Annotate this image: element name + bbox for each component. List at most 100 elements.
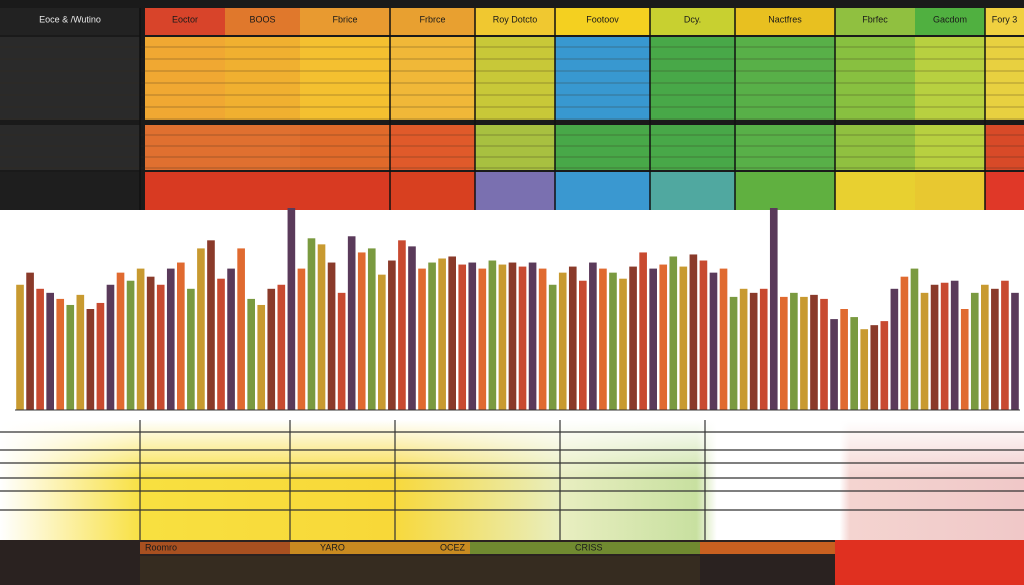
bar	[970, 292, 979, 410]
row-block	[985, 125, 1024, 170]
header-cell	[0, 8, 140, 35]
bar	[458, 264, 467, 410]
row-block	[145, 37, 225, 120]
header-cell	[835, 8, 915, 35]
footer-label: OCEZ	[440, 542, 466, 552]
bar	[840, 309, 848, 410]
bar	[26, 272, 34, 410]
bar	[699, 260, 708, 410]
row-block	[475, 125, 555, 170]
bar	[227, 268, 235, 410]
bar	[327, 262, 336, 410]
row-block	[555, 172, 650, 210]
column-header: Gacdom	[933, 14, 967, 24]
row-block	[225, 37, 300, 120]
row-block	[475, 172, 555, 210]
bar	[960, 309, 969, 410]
bar	[378, 274, 386, 410]
column-header: BOOS	[249, 14, 275, 24]
row-block	[915, 172, 985, 210]
footer-label: Roomro	[145, 542, 177, 552]
bar-chart	[15, 208, 1020, 411]
bar	[438, 258, 446, 410]
row-block	[735, 125, 835, 170]
row-block	[225, 172, 300, 210]
bar	[950, 280, 959, 410]
bar	[739, 288, 748, 410]
bar	[207, 240, 215, 410]
bar	[46, 292, 54, 410]
bar	[850, 317, 858, 410]
bar	[408, 246, 416, 410]
column-header: Frbrce	[419, 14, 445, 24]
bar	[247, 298, 255, 410]
bar	[16, 284, 24, 410]
bar	[910, 268, 919, 410]
row-block	[0, 125, 140, 170]
bar	[810, 294, 818, 410]
bar	[428, 262, 436, 410]
bar	[769, 208, 778, 410]
header-cell	[915, 8, 985, 35]
column-header: Fbrice	[332, 14, 357, 24]
bar	[659, 264, 668, 410]
bar	[367, 248, 376, 410]
bar	[930, 284, 939, 410]
column-header: Fory 3	[992, 14, 1018, 24]
row-block	[555, 37, 650, 120]
bar	[478, 268, 487, 410]
bar	[106, 284, 115, 410]
bar	[719, 268, 728, 410]
footer-label: CRISS	[575, 542, 603, 552]
bar	[337, 292, 346, 410]
row-block	[915, 125, 985, 170]
bar	[177, 262, 185, 410]
bar	[307, 238, 316, 410]
bar	[388, 260, 396, 410]
row-block	[650, 125, 735, 170]
row-block	[735, 37, 835, 120]
bar	[498, 264, 507, 410]
row-block	[915, 37, 985, 120]
row-block	[835, 172, 915, 210]
bar	[136, 268, 145, 410]
bar	[448, 256, 456, 410]
table-bands: Eoce & /Wutino Eoctor BOOS Fbrice Frbrce Roy …	[0, 8, 1024, 210]
bar	[880, 321, 889, 410]
row-block	[835, 125, 915, 170]
bar	[790, 292, 798, 410]
bar	[800, 296, 808, 410]
header-cell	[475, 8, 555, 35]
bar	[126, 280, 135, 410]
row-block	[0, 37, 140, 120]
bar	[558, 272, 567, 410]
column-header: Dcy.	[684, 14, 701, 24]
bar	[508, 262, 517, 410]
row-block	[300, 172, 390, 210]
bar	[619, 278, 627, 410]
column-header: Nactfres	[768, 14, 802, 24]
bar	[146, 276, 155, 410]
row-block	[145, 125, 225, 170]
bar	[287, 208, 296, 410]
bar	[166, 268, 175, 410]
row-block	[650, 172, 735, 210]
bar	[86, 309, 95, 410]
row-block	[985, 37, 1024, 120]
bar	[689, 254, 698, 410]
bar	[76, 294, 85, 410]
row-block	[0, 172, 140, 210]
column-header: Footoov	[586, 14, 619, 24]
row-block	[985, 172, 1024, 210]
bar	[709, 272, 718, 410]
bar	[1001, 280, 1009, 410]
bar	[237, 248, 245, 410]
bar	[599, 268, 607, 410]
bar	[317, 244, 326, 410]
row-block	[225, 125, 300, 170]
bar	[418, 268, 426, 410]
bar	[870, 325, 879, 410]
bar	[629, 266, 637, 410]
column-separators	[139, 8, 986, 210]
